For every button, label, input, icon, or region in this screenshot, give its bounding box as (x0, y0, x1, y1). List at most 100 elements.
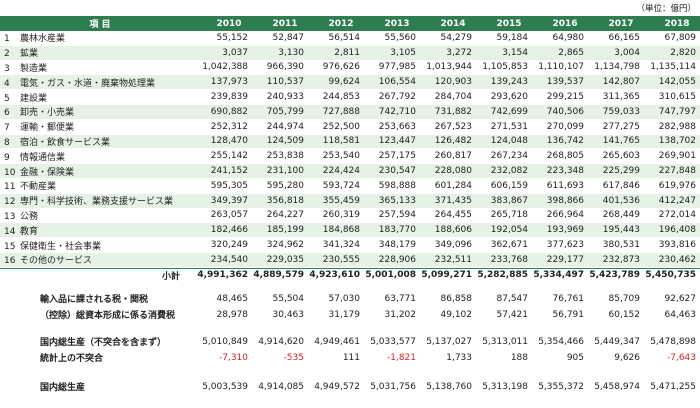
value-cell: 30,463 (272, 309, 305, 320)
value-cell: 9,626 (614, 352, 640, 363)
value-cell: 1,135,114 (650, 62, 696, 73)
value-cell: -535 (283, 352, 304, 363)
row-label: 15 保健衛生・社会事業 (0, 239, 196, 252)
value-cell: 5,478,898 (650, 336, 696, 347)
value-cell: 2,865 (558, 47, 584, 58)
row-number: 12 (4, 197, 16, 208)
value-cell: 4,889,579 (253, 270, 304, 281)
value-cell: 349,397 (210, 195, 248, 206)
value-cell: -1,821 (386, 352, 416, 363)
value-cell: 49,102 (440, 309, 473, 320)
value-cell: 401,536 (602, 195, 640, 206)
row-label: 4 電気・ガス・水道・廃棄物処理業 (0, 76, 196, 89)
value-cell: 233,768 (490, 254, 528, 265)
footer-row: 輸入品に課される税・関税 48,465 55,504 57,030 63,771 86,8… (0, 291, 700, 307)
footer-label: 国内総生産（不突合を含まず） (40, 338, 167, 349)
value-cell: 138,702 (658, 136, 696, 147)
value-cell: 66,165 (608, 32, 641, 43)
value-cell: 196,408 (658, 225, 696, 236)
header-year: 2010 (216, 18, 242, 29)
value-cell: 57,030 (328, 293, 361, 304)
value-cell: 123,447 (378, 136, 416, 147)
value-cell: 383,867 (490, 195, 528, 206)
row-label: 12 専門・科学技術、業務支援サービス業 (0, 194, 196, 207)
value-cell: 269,901 (658, 151, 696, 162)
value-cell: 264,455 (434, 210, 472, 221)
value-cell: 118,581 (322, 136, 360, 147)
value-cell: 356,818 (266, 195, 304, 206)
value-cell: 3,105 (390, 47, 416, 58)
value-cell: 232,082 (490, 166, 528, 177)
value-cell: 606,159 (490, 180, 528, 191)
value-cell: 266,964 (546, 210, 584, 221)
value-cell: 5,099,271 (421, 270, 472, 281)
row-number: 6 (4, 108, 10, 119)
data-row: 6 卸売・小売業 690,882 705,799 727,888 742,710 731,8… (0, 105, 700, 120)
row-label: 14 教育 (0, 224, 196, 237)
value-cell: 393,816 (658, 240, 696, 251)
row-name: 電気・ガス・水道・廃棄物処理業 (20, 78, 156, 89)
row-name: 宿泊・飲食サービス業 (20, 137, 111, 148)
value-cell: 747,797 (658, 106, 696, 117)
value-cell: 244,974 (266, 121, 304, 132)
value-cell: 241,152 (210, 166, 248, 177)
data-row: 4 電気・ガス・水道・廃棄物処理業 137,973 110,537 99,624 106,… (0, 75, 700, 91)
value-cell: 268,449 (602, 210, 640, 221)
value-cell: 617,846 (602, 180, 640, 191)
value-cell: 4,923,610 (309, 270, 360, 281)
value-cell: 412,247 (658, 195, 696, 206)
header-year: 2013 (384, 18, 410, 29)
value-cell: 182,466 (210, 225, 248, 236)
row-number: 4 (4, 78, 10, 89)
value-cell: 111 (342, 352, 360, 363)
value-cell: 1,105,853 (482, 62, 528, 73)
data-row: 7 運輸・郵便業 252,312 244,974 252,500 253,663 267,5… (0, 120, 700, 135)
row-number: 9 (4, 152, 10, 163)
value-cell: 265,718 (490, 210, 528, 221)
value-cell: 355,459 (322, 195, 360, 206)
row-label: 11 不動産業 (0, 179, 196, 192)
row-name: 専門・科学技術、業務支援サービス業 (20, 197, 174, 208)
subtotal-row: 小計 4,991,362 4,889,579 4,923,610 5,001,008 5,… (0, 267, 700, 283)
value-cell: 5,137,027 (426, 336, 472, 347)
footer-label: 国内総生産 (40, 383, 86, 394)
value-cell: 5,010,849 (202, 336, 248, 347)
value-cell: 55,560 (384, 32, 417, 43)
value-cell: 185,199 (266, 225, 304, 236)
value-cell: 120,903 (434, 77, 472, 88)
value-cell: 3,037 (222, 47, 248, 58)
value-cell: 348,179 (378, 240, 416, 251)
value-cell: 126,482 (434, 136, 472, 147)
header-year: 2015 (496, 18, 522, 29)
footer-label: 統計上の不突合 (40, 354, 104, 365)
row-name: 農林水産業 (20, 34, 66, 45)
row-number: 2 (4, 49, 10, 60)
value-cell: 377,623 (546, 240, 584, 251)
value-cell: 228,906 (378, 254, 416, 265)
value-cell: 224,424 (322, 166, 360, 177)
value-cell: 239,839 (210, 92, 248, 103)
value-cell: 5,313,011 (482, 336, 528, 347)
value-cell: 55,152 (216, 32, 249, 43)
value-cell: 595,305 (210, 180, 248, 191)
row-name: 建設業 (20, 93, 48, 104)
row-name: 製造業 (20, 63, 48, 74)
value-cell: 232,511 (434, 254, 472, 265)
value-cell: 263,057 (210, 210, 248, 221)
value-cell: 349,096 (434, 240, 472, 251)
row-number: 16 (4, 256, 16, 267)
row-label: 9 情報通信業 (0, 150, 196, 163)
value-cell: 1,042,388 (202, 62, 248, 73)
value-cell: 282,988 (658, 121, 696, 132)
row-number: 11 (4, 182, 16, 193)
value-cell: 759,033 (602, 106, 640, 117)
footer-row: （控除）総資本形成に係る消費税 28,978 30,463 31,179 31,202 4… (0, 307, 700, 323)
value-cell: 293,620 (490, 92, 528, 103)
footer-row: 国内総生産 5,003,539 4,914,085 4,949,572 5,031,75… (0, 379, 700, 395)
data-row: 12 専門・科学技術、業務支援サービス業 349,397 356,818 355,459… (0, 193, 700, 209)
value-cell: 85,709 (608, 293, 641, 304)
value-cell: 740,506 (546, 106, 584, 117)
value-cell: 244,853 (322, 92, 360, 103)
value-cell: 270,099 (546, 121, 584, 132)
value-cell: 54,279 (440, 32, 473, 43)
